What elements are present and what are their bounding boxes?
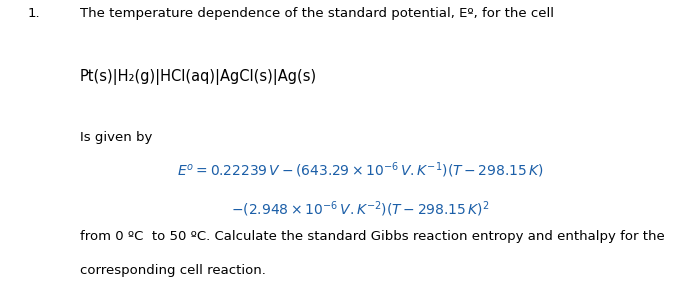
Text: Pt(s)|H₂(g)|HCl(aq)|AgCl(s)|Ag(s): Pt(s)|H₂(g)|HCl(aq)|AgCl(s)|Ag(s) [80, 69, 317, 85]
Text: $- (2.948 \times 10^{-6}\,\mathit{V}.\mathit{K}^{-2})(\mathit{T} - 298.15\,\math: $- (2.948 \times 10^{-6}\,\mathit{V}.\ma… [231, 200, 490, 219]
Text: The temperature dependence of the standard potential, Eº, for the cell: The temperature dependence of the standa… [80, 7, 554, 20]
Text: 1.: 1. [28, 7, 40, 20]
Text: corresponding cell reaction.: corresponding cell reaction. [80, 264, 265, 277]
Text: Is given by: Is given by [80, 131, 152, 144]
Text: $\mathit{E}^{o} = 0.22239\,\mathit{V} - (643.29 \times 10^{-6}\,\mathit{V}.\math: $\mathit{E}^{o} = 0.22239\,\mathit{V} - … [177, 160, 544, 180]
Text: from 0 ºC  to 50 ºC. Calculate the standard Gibbs reaction entropy and enthalpy : from 0 ºC to 50 ºC. Calculate the standa… [80, 230, 665, 243]
